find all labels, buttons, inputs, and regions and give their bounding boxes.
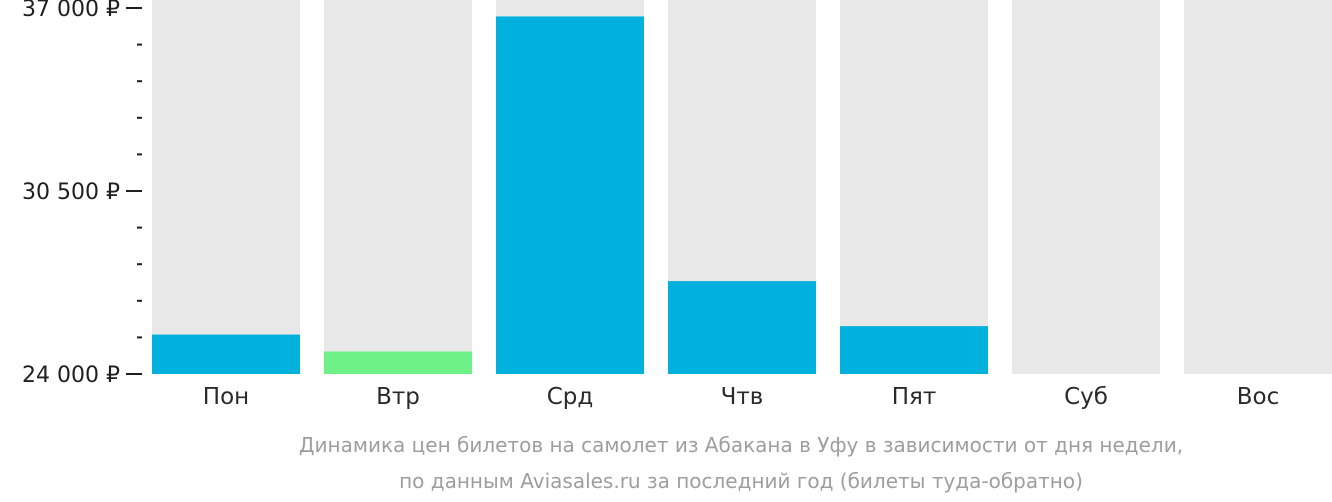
y-axis: 37 000 ₽ 30 500 ₽ 24 000 ₽ xyxy=(22,0,142,388)
x-axis: Пон Втр Срд Чтв Пят Суб Вос xyxy=(203,384,1279,410)
y-tick-label-2: 24 000 ₽ xyxy=(22,363,120,388)
x-tick-label-0: Пон xyxy=(203,384,249,410)
bar-2 xyxy=(496,16,644,374)
bar-background-5 xyxy=(1012,0,1160,374)
x-tick-label-3: Чтв xyxy=(721,384,764,410)
bar-background-0 xyxy=(152,0,300,374)
bar-1 xyxy=(324,351,472,374)
bar-background-4 xyxy=(840,0,988,374)
chart-caption-line-1: Динамика цен билетов на самолет из Абака… xyxy=(298,433,1184,457)
x-tick-label-5: Суб xyxy=(1064,384,1108,410)
x-tick-label-6: Вос xyxy=(1237,384,1280,410)
x-tick-label-2: Срд xyxy=(547,384,594,410)
bar-3 xyxy=(668,281,816,374)
bar-background-6 xyxy=(1184,0,1332,374)
bar-background-1 xyxy=(324,0,472,374)
x-tick-label-4: Пят xyxy=(892,384,937,410)
x-tick-label-1: Втр xyxy=(376,384,420,410)
chart-caption-line-2: по данным Aviasales.ru за последний год … xyxy=(399,469,1083,493)
y-tick-label-1: 30 500 ₽ xyxy=(22,180,120,205)
bar-0 xyxy=(152,334,300,374)
background-bars xyxy=(152,0,1332,374)
price-by-weekday-chart: 37 000 ₽ 30 500 ₽ 24 000 ₽ Пон Втр Срд Чтв Пят… xyxy=(22,0,1332,410)
y-tick-label-0: 37 000 ₽ xyxy=(22,0,120,22)
value-bars xyxy=(152,16,988,374)
bar-4 xyxy=(840,326,988,374)
